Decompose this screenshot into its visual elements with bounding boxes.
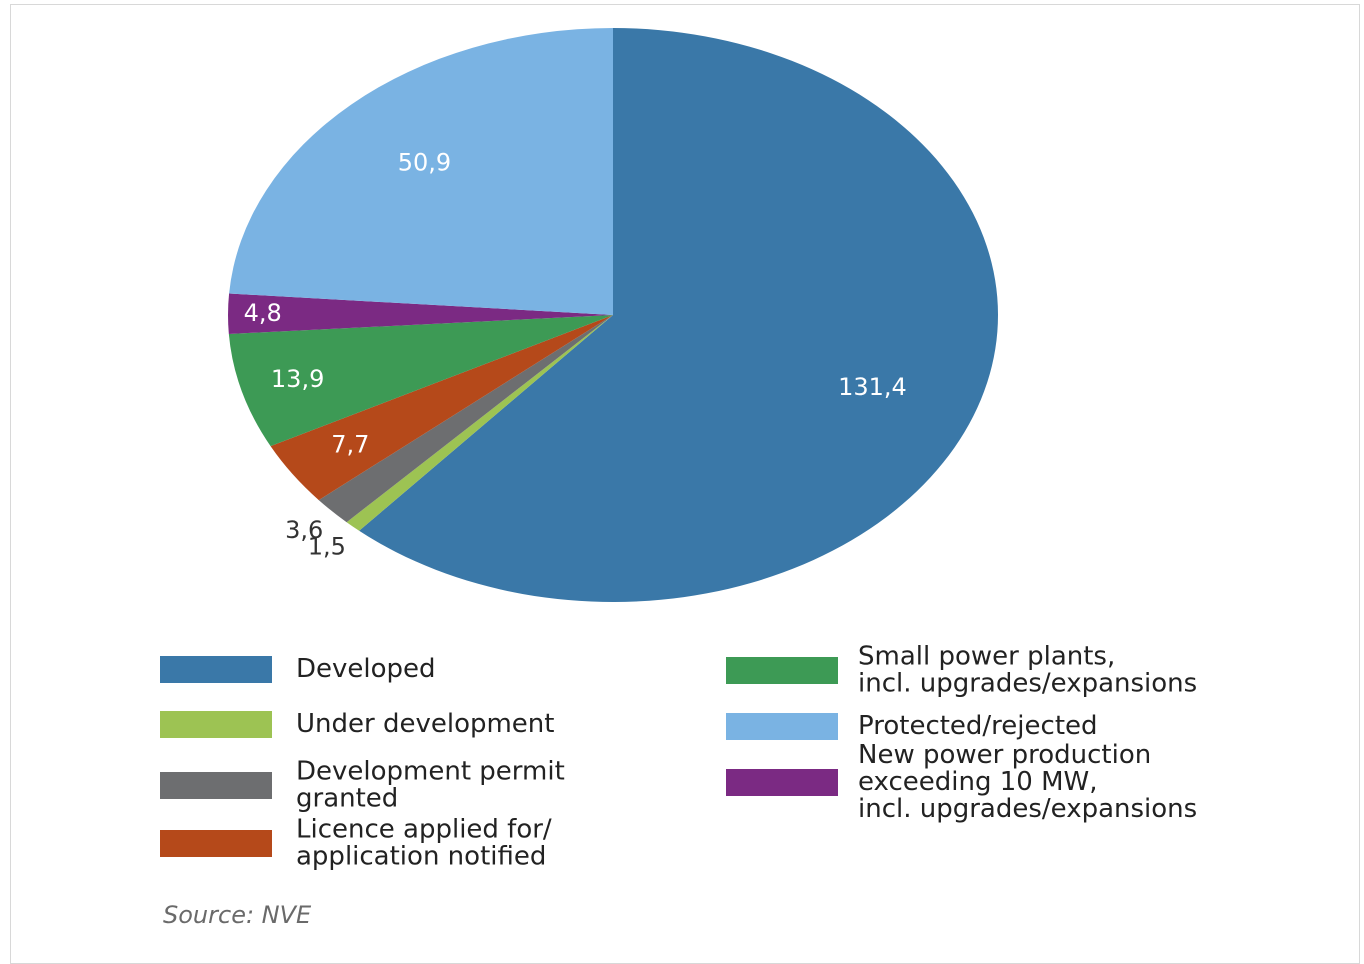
legend-label: Development permit granted — [296, 756, 565, 813]
legend-swatch — [726, 657, 838, 684]
pie-slice — [229, 28, 613, 315]
legend-label: Under development — [296, 709, 554, 739]
source-note: Source: NVE — [163, 901, 312, 929]
slice-label: 1,5 — [308, 533, 346, 561]
slice-label: 131,4 — [838, 373, 907, 401]
pie-slice — [318, 315, 613, 523]
pie-slice — [346, 315, 613, 531]
legend-label: Protected/rejected — [858, 711, 1098, 741]
legend-label: Developed — [296, 654, 436, 684]
legend-swatch — [160, 772, 272, 799]
legend-swatch — [160, 711, 272, 738]
legend-swatch — [726, 769, 838, 796]
pie-slice — [228, 293, 614, 334]
legend-swatch — [160, 656, 272, 683]
slice-label: 4,8 — [244, 299, 282, 327]
legend: Developed Under development Development pe… — [160, 641, 1197, 871]
pie: 131,4 1,53,6 7,7 13,9 4,8 50,9 — [228, 28, 998, 602]
slice-label: 50,9 — [398, 149, 451, 177]
slice-label: 13,9 — [271, 365, 324, 393]
legend-swatch — [726, 713, 838, 740]
legend-swatch — [160, 830, 272, 857]
slice-label: 7,7 — [331, 430, 369, 458]
legend-label: Small power plants, incl. upgrades/expans… — [858, 641, 1197, 698]
slice-label: 3,6 — [285, 516, 323, 544]
pie-slice — [228, 315, 613, 447]
pie-slice — [359, 28, 998, 602]
legend-label: New power production exceeding 10 MW, incl… — [858, 740, 1197, 824]
legend-label: Licence applied for/application notified — [296, 814, 552, 871]
pie-slice — [270, 315, 613, 501]
